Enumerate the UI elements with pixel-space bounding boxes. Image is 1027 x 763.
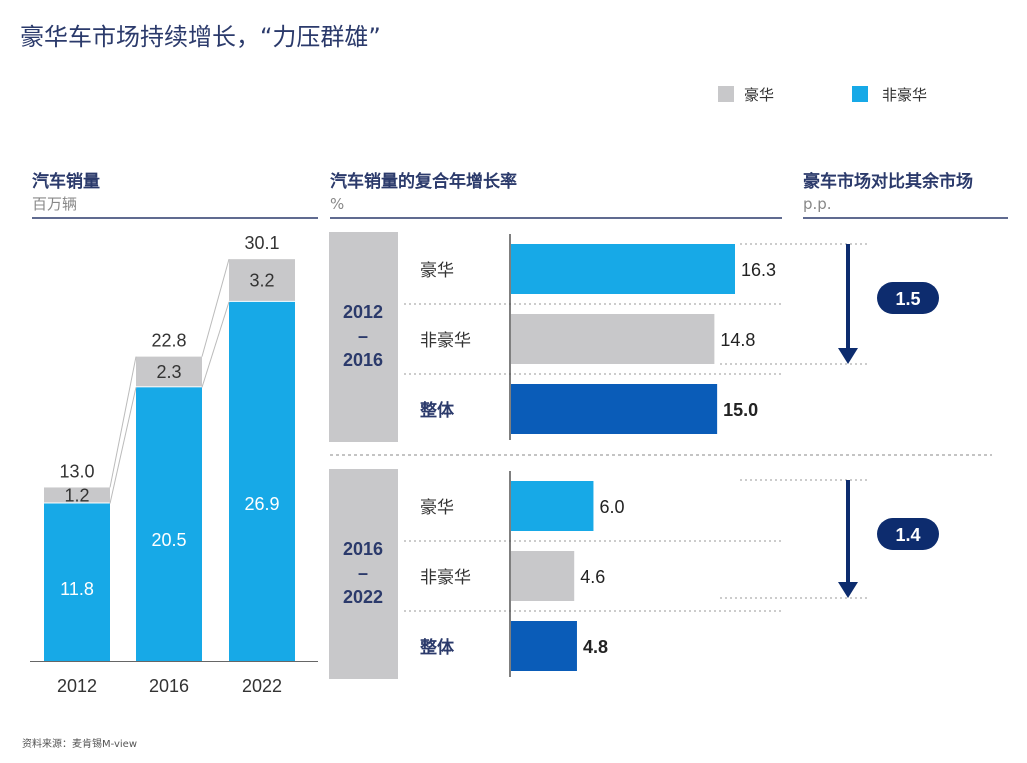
bar-non-luxury-2012	[44, 503, 110, 661]
gap-arrow-head	[838, 348, 858, 364]
legend: 豪华 非豪华	[718, 86, 927, 104]
gap-panel-title: 豪车市场对比其余市场	[803, 171, 973, 192]
label-luxury-2016: 2.3	[156, 362, 181, 382]
cagr-value-label: 14.8	[720, 330, 755, 350]
cagr-bar	[511, 481, 594, 531]
bar-non-luxury-2022	[229, 301, 295, 661]
cagr-value-label: 6.0	[599, 497, 624, 517]
cagr-bar	[511, 384, 718, 434]
connector-total	[109, 356, 137, 488]
label-total-2016: 22.8	[151, 331, 186, 351]
cagr-value-label: 15.0	[723, 400, 758, 420]
sales-stacked-bar-chart: 11.8 1.2 13.0 2012 20.5 2.3 22.8 2016 26.9 3.2 30.…	[30, 233, 318, 696]
gap-annotation-chart: 1.5 1.4	[720, 243, 939, 599]
label-total-2022: 30.1	[244, 233, 279, 253]
period-label: 2022	[343, 587, 383, 607]
x-tick-2012: 2012	[57, 676, 97, 696]
period-box	[329, 469, 398, 679]
label-non-luxury-2012: 11.8	[60, 579, 94, 599]
gap-badge	[877, 282, 939, 314]
cagr-panel-title: 汽车销量的复合年增长率	[330, 171, 517, 192]
x-tick-2016: 2016	[149, 676, 189, 696]
connector-non-luxury	[109, 387, 137, 504]
label-non-luxury-2016: 20.5	[151, 530, 186, 550]
period-label: –	[358, 563, 368, 583]
period-label: –	[358, 326, 368, 346]
cagr-panel-unit: %	[330, 195, 344, 213]
cagr-bar	[511, 551, 575, 601]
label-luxury-2012: 1.2	[64, 485, 89, 505]
bar-luxury-2022	[229, 259, 295, 301]
connector-total	[201, 259, 230, 357]
cagr-row-label: 整体	[420, 637, 455, 658]
gap-arrow-head	[838, 582, 858, 598]
gap-panel-unit: p.p.	[803, 195, 832, 213]
period-label: 2012	[343, 302, 383, 322]
sales-panel-unit: 百万辆	[32, 195, 77, 213]
x-tick-2022: 2022	[242, 676, 282, 696]
legend-label-non-luxury: 非豪华	[882, 86, 927, 104]
label-luxury-2022: 3.2	[249, 271, 274, 291]
cagr-bar	[511, 244, 735, 294]
label-non-luxury-2022: 26.9	[244, 494, 279, 514]
source-note: 资料来源：麦肯锡M-view	[22, 737, 137, 750]
cagr-value-label: 16.3	[741, 260, 776, 280]
cagr-value-label: 4.8	[583, 637, 608, 657]
cagr-bar	[511, 621, 577, 671]
sales-panel-title: 汽车销量	[32, 171, 100, 192]
legend-swatch-non-luxury	[852, 86, 868, 102]
cagr-value-label: 4.6	[580, 567, 605, 587]
label-total-2012: 13.0	[59, 461, 94, 481]
bar-non-luxury-2016	[136, 387, 202, 661]
bar-luxury-2012	[44, 487, 110, 503]
period-box	[329, 232, 398, 442]
cagr-bar	[511, 314, 715, 364]
gap-badge-value: 1.5	[895, 289, 920, 309]
gap-badge	[877, 518, 939, 550]
legend-swatch-luxury	[718, 86, 734, 102]
legend-label-luxury: 豪华	[744, 86, 774, 104]
cagr-row-label: 非豪华	[420, 567, 471, 588]
period-label: 2016	[343, 350, 383, 370]
cagr-row-label: 豪华	[420, 497, 454, 518]
connector-non-luxury	[201, 301, 230, 388]
gap-badge-value: 1.4	[895, 525, 920, 545]
cagr-row-label: 豪华	[420, 260, 454, 281]
period-label: 2016	[343, 539, 383, 559]
cagr-horizontal-bar-chart: 2012 – 2016 豪华 16.3 非豪华 14.8 整体 15.0 2016 – 2022 豪华 6…	[329, 232, 992, 679]
cagr-row-label: 非豪华	[420, 330, 471, 351]
cagr-row-label: 整体	[420, 400, 455, 421]
slide-title: 豪华车市场持续增长，“力压群雄”	[20, 23, 381, 51]
bar-luxury-2016	[136, 356, 202, 387]
